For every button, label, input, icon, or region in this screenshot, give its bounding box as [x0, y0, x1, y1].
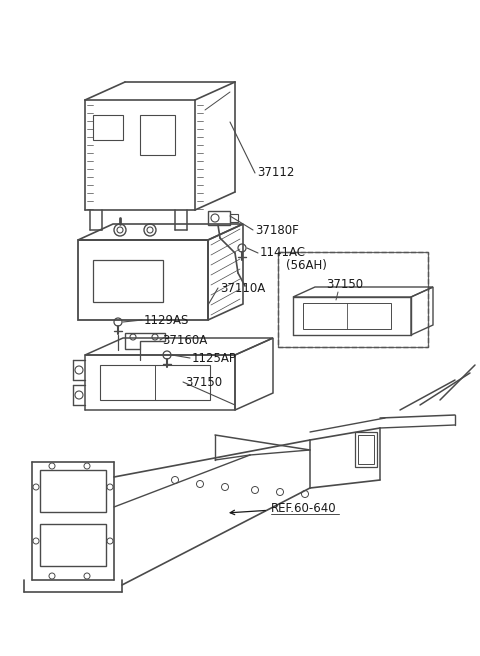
Bar — [208, 211, 230, 225]
Bar — [230, 214, 238, 222]
Text: 1125AP: 1125AP — [192, 352, 237, 365]
Bar — [40, 524, 106, 566]
Bar — [100, 365, 210, 400]
Bar — [78, 240, 208, 320]
Bar — [303, 303, 391, 329]
Text: 37112: 37112 — [257, 167, 294, 180]
Text: 37180F: 37180F — [255, 224, 299, 237]
Text: REF.60-640: REF.60-640 — [230, 501, 336, 515]
Bar — [278, 252, 428, 347]
Bar — [93, 115, 123, 140]
Bar — [40, 470, 106, 512]
Text: 37110A: 37110A — [220, 281, 265, 295]
Bar — [358, 435, 374, 464]
Text: (56AH): (56AH) — [286, 260, 327, 272]
Text: 37160A: 37160A — [162, 333, 207, 346]
Text: 37150: 37150 — [185, 375, 222, 388]
Bar — [278, 252, 428, 347]
Text: 37150: 37150 — [326, 277, 363, 291]
Bar — [355, 432, 377, 467]
Bar — [140, 115, 175, 155]
Bar — [93, 260, 163, 302]
Text: 1141AC: 1141AC — [260, 247, 306, 260]
Text: 1129AS: 1129AS — [144, 314, 190, 327]
